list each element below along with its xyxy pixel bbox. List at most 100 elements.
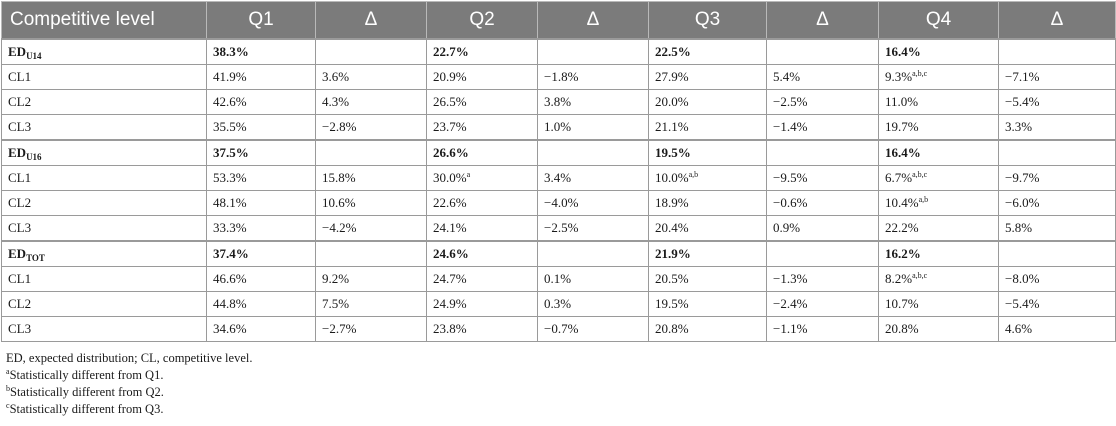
row-label: CL1 [1,165,207,191]
group-label: EDTOT [1,240,207,267]
table-footnotes: ED, expected distribution; CL, competiti… [6,350,252,418]
row-q1-value: 42.6% [206,89,316,115]
row-q2-number: 26.5% [433,94,467,109]
group-label-subscript: U14 [26,51,42,61]
table-body: EDU14 38.3% 22.7% 22.5% 16.4% CL1 41.9% 3.6% 20.… [1,38,1116,342]
row-delta-1: −2.8% [315,114,427,141]
group-delta-2-empty [537,139,649,166]
group-q3-value: 21.9% [648,240,767,267]
row-q4-value: 22.2% [878,215,999,242]
row-delta-1: 3.6% [315,64,427,90]
row-q4-number: 9.3% [885,69,913,84]
row-delta-2: −1.8% [537,64,649,90]
row-q4-number: 10.4% [885,195,919,210]
row-delta-1: −2.7% [315,316,427,342]
row-q3-number: 20.5% [655,271,689,286]
header-row: Competitive level Q1 Δ Q2 Δ Q3 Δ Q4 Δ [1,1,1116,40]
row-q3-value: 21.1% [648,114,767,141]
row-q1-number: 48.1% [213,195,247,210]
row-label: CL3 [1,316,207,342]
row-q2-value: 24.7% [426,266,538,292]
footnote-a: aStatistically different from Q1. [6,367,252,384]
row-q4-number: 11.0% [885,94,919,109]
group-q1-value: 37.4% [206,240,316,267]
table-row: CL2 44.8% 7.5% 24.9% 0.3% 19.5% −2.4% 10.7% −5.4… [1,291,1116,317]
header-delta-3: Δ [766,1,879,40]
row-q3-value: 18.9% [648,190,767,216]
row-delta-3: 5.4% [766,64,879,90]
row-q4-value: 20.8% [878,316,999,342]
row-q4-significance: a,b,c [912,170,928,179]
row-q3-value: 19.5% [648,291,767,317]
row-delta-2: −4.0% [537,190,649,216]
row-q3-significance: a,b [688,170,699,179]
row-delta-3: −0.6% [766,190,879,216]
row-delta-4: −8.0% [998,266,1116,292]
row-q3-value: 27.9% [648,64,767,90]
group-q4-value: 16.2% [878,240,999,267]
row-q4-value: 10.7% [878,291,999,317]
row-q3-number: 18.9% [655,195,689,210]
group-q4-value: 16.4% [878,139,999,166]
row-q4-number: 22.2% [885,220,919,235]
row-q1-value: 34.6% [206,316,316,342]
group-q1-value: 37.5% [206,139,316,166]
row-q2-number: 22.6% [433,195,467,210]
group-delta-4-empty [998,240,1116,267]
row-delta-4: 4.6% [998,316,1116,342]
row-q4-value: 8.2%a,b,c [878,266,999,292]
row-delta-4: 5.8% [998,215,1116,242]
row-delta-2: 3.8% [537,89,649,115]
row-q3-value: 20.8% [648,316,767,342]
group-row: EDTOT 37.4% 24.6% 21.9% 16.2% [1,240,1116,267]
row-q2-number: 23.7% [433,119,467,134]
row-q1-value: 33.3% [206,215,316,242]
group-label: EDU16 [1,139,207,166]
row-q2-number: 24.1% [433,220,467,235]
row-q4-number: 10.7% [885,296,919,311]
header-delta-2: Δ [537,1,649,40]
row-delta-4: −6.0% [998,190,1116,216]
row-q3-value: 20.5% [648,266,767,292]
table-row: CL3 34.6% −2.7% 23.8% −0.7% 20.8% −1.1% 20.8% 4.… [1,316,1116,342]
header-competitive-level: Competitive level [1,1,207,40]
row-q2-value: 26.5% [426,89,538,115]
group-q1-value: 38.3% [206,38,316,65]
row-delta-1: 4.3% [315,89,427,115]
footnote-a-mark: a [6,367,10,376]
row-label: CL3 [1,114,207,141]
row-q1-value: 53.3% [206,165,316,191]
row-delta-3: −1.3% [766,266,879,292]
row-q4-value: 11.0% [878,89,999,115]
row-q4-value: 19.7% [878,114,999,141]
row-label: CL1 [1,64,207,90]
row-q2-value: 24.1% [426,215,538,242]
footnote-c: cStatistically different from Q3. [6,401,252,418]
row-q3-value: 20.4% [648,215,767,242]
table-row: CL2 48.1% 10.6% 22.6% −4.0% 18.9% −0.6% 10.4%a,… [1,190,1116,216]
row-q4-significance: a,b,c [912,271,928,280]
row-label: CL3 [1,215,207,242]
row-delta-2: 3.4% [537,165,649,191]
row-q1-value: 35.5% [206,114,316,141]
group-delta-3-empty [766,38,879,65]
row-q4-number: 6.7% [885,170,913,185]
row-delta-4: −5.4% [998,291,1116,317]
group-delta-1-empty [315,38,427,65]
row-q3-number: 21.1% [655,119,689,134]
footnote-c-mark: c [6,401,10,410]
table-row: CL1 41.9% 3.6% 20.9% −1.8% 27.9% 5.4% 9.3%a,b,c… [1,64,1116,90]
row-q4-value: 9.3%a,b,c [878,64,999,90]
footnote-b-text: Statistically different from Q2. [10,385,164,399]
row-delta-2: 0.3% [537,291,649,317]
row-delta-1: −4.2% [315,215,427,242]
row-q3-value: 10.0%a,b [648,165,767,191]
row-q1-value: 44.8% [206,291,316,317]
row-q2-value: 22.6% [426,190,538,216]
row-q1-number: 42.6% [213,94,247,109]
group-label: EDU14 [1,38,207,65]
row-delta-2: 0.1% [537,266,649,292]
row-label: CL2 [1,89,207,115]
row-q2-value: 23.8% [426,316,538,342]
row-q2-number: 20.9% [433,69,467,84]
